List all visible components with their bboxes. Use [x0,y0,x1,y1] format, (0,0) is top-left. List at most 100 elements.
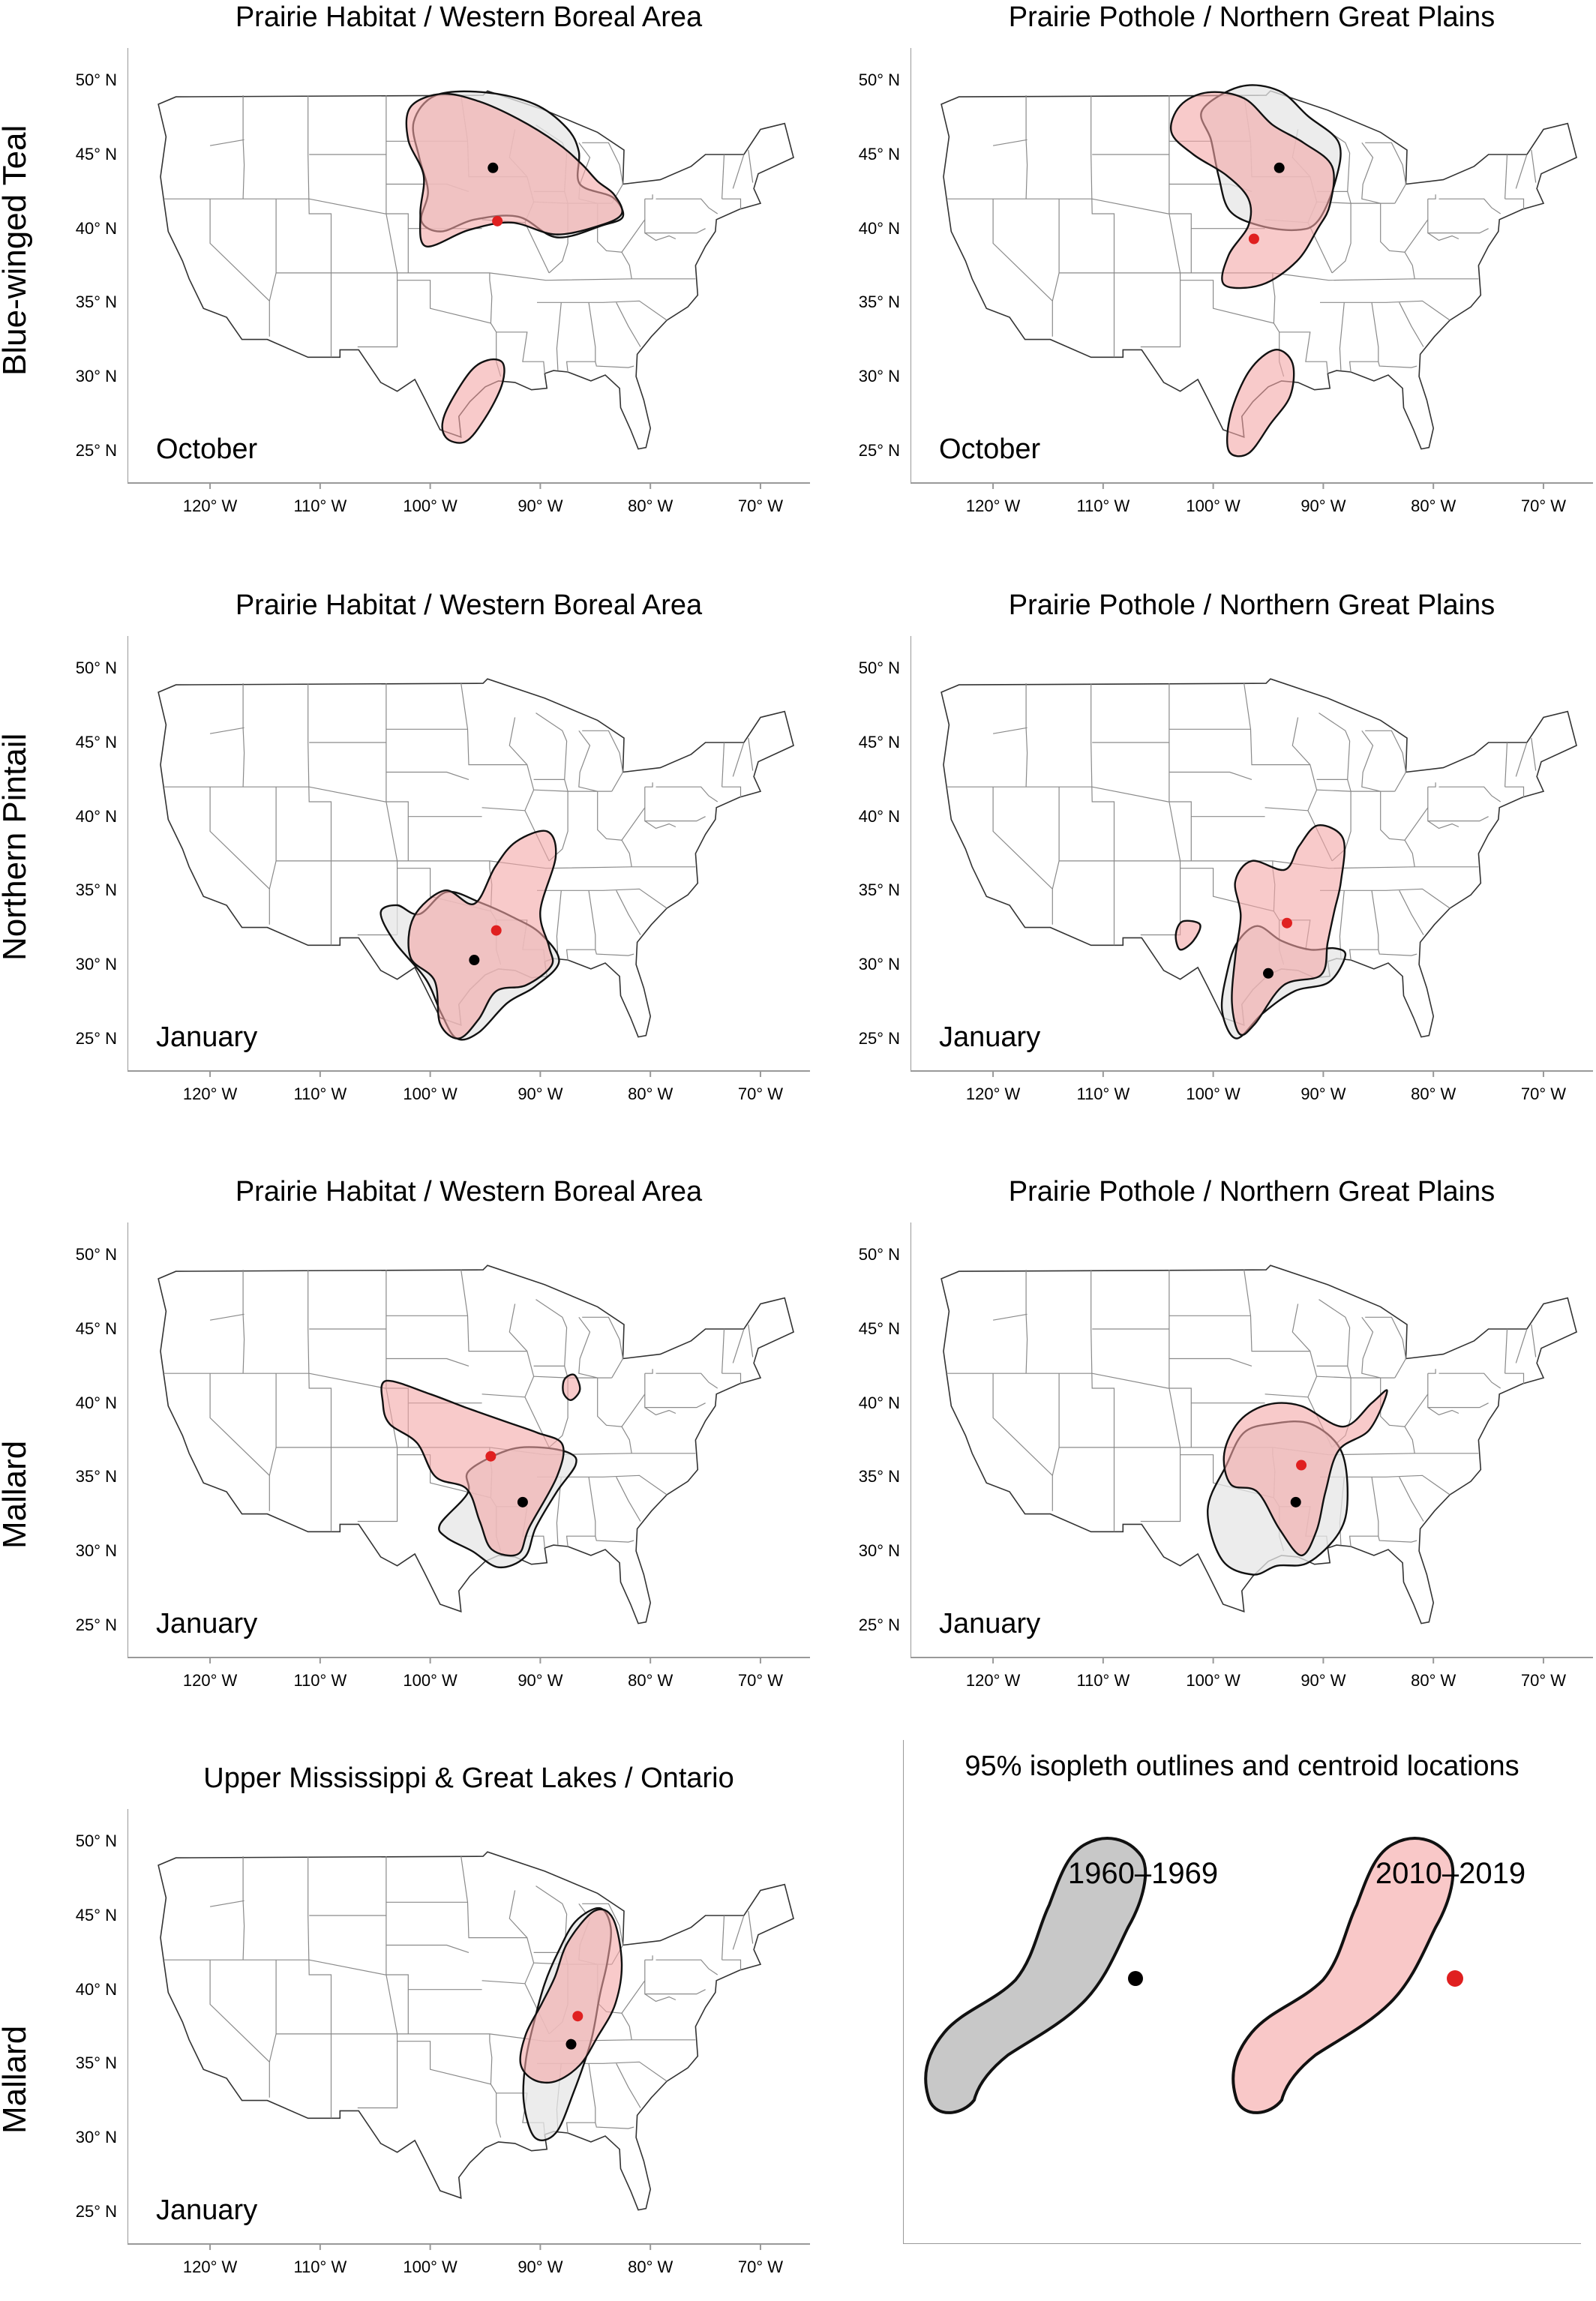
state-boundary [732,742,745,777]
state-boundary [992,199,1053,337]
state-boundary [656,786,718,802]
state-boundary [1399,890,1424,935]
x-tick-label: 100° W [1186,496,1240,515]
isopleth-2010 [519,1908,623,2084]
state-boundary [482,1890,535,1984]
state-boundary [1504,1328,1508,1374]
y-tick-label: 50° N [858,1245,900,1264]
y-tick-label: 25° N [858,440,900,460]
x-tick-label: 80° W [628,2258,674,2276]
state-boundary [595,362,634,368]
y-tick-label: 50° N [858,70,900,90]
state-boundary [1515,1328,1528,1364]
isopleth-2010 [407,830,557,1040]
state-boundary [496,332,545,374]
state-boundary [1515,154,1528,189]
state-boundary [616,302,641,347]
map-svg [128,1222,810,1664]
state-boundary [644,1955,653,1960]
state-boundary [582,730,624,792]
state-boundary [946,198,1265,230]
state-boundary [357,683,398,936]
x-tick-label: 90° W [1300,1671,1346,1690]
state-boundary [1316,712,1351,780]
y-tick-label: 45° N [858,733,900,752]
state-boundary [1504,742,1508,788]
state-boundary [1140,95,1181,348]
state-boundary [1378,362,1418,368]
state-boundary [242,1270,245,1374]
state-boundary [1264,1304,1318,1398]
state-boundary [656,198,718,214]
y-tick-label: 30° N [75,1540,117,1560]
state-boundary [644,1369,653,1374]
x-tick-label: 70° W [1520,496,1567,515]
state-boundary [209,727,244,734]
state-boundary [242,683,245,788]
state-boundary [1244,683,1310,766]
us-outline [158,1851,794,2211]
y-tick-label: 35° N [75,1467,117,1486]
y-tick-label: 35° N [75,2054,117,2073]
y-tick-label: 40° N [75,1979,117,1999]
state-boundary [1339,302,1345,371]
y-tick-label: 25° N [858,1028,900,1048]
map-panel-4: Prairie Pothole / Northern Great Plains 5… [859,588,1596,1128]
y-tick-label: 35° N [858,1467,900,1486]
state-boundary [209,1900,244,1907]
us-outline [158,90,794,450]
x-tick-label: 70° W [1520,1084,1567,1103]
state-boundary [209,1373,270,1511]
map-svg [910,636,1593,1077]
state-boundary [732,1915,745,1950]
state-boundary [1347,1366,1352,1378]
state-boundary [164,786,482,818]
state-boundary [489,272,493,323]
map-svg [910,48,1593,489]
state-boundary [1168,1358,1252,1366]
state-boundary [722,1915,725,1960]
centroid-1960 [517,1496,528,1508]
y-tick-label: 45° N [858,145,900,164]
legend-panel: 95% isopleth outlines and centroid locat… [902,1740,1581,2245]
isopleth-2010-extra [1174,920,1202,951]
x-tick-label: 110° W [293,1084,347,1103]
state-boundary [1427,194,1436,200]
state-boundary [656,1372,718,1389]
y-tick-label: 40° N [858,806,900,826]
state-boundary [357,1856,398,2109]
state-boundary [578,730,598,792]
state-boundary [1090,683,1115,946]
state-boundary [1427,1369,1436,1374]
state-boundary [1427,820,1460,830]
y-tick-label: 45° N [75,1906,117,1925]
y-tick-label: 30° N [858,366,900,386]
state-boundary [1404,251,1415,279]
state-boundary [1438,1372,1502,1389]
x-tick-label: 100° W [1186,1671,1240,1690]
state-boundary [621,2012,632,2040]
state-boundary [1025,95,1028,200]
panel-title: Prairie Pothole / Northern Great Plains [1008,2,1496,33]
y-tick-label: 40° N [75,218,117,238]
legend-svg [902,1740,1581,2245]
state-boundary [992,1373,1053,1511]
x-tick-label: 80° W [628,496,674,515]
legend-shape-2010 [1232,1837,1455,2114]
isopleth-2010 [405,92,623,248]
map-svg [128,1809,810,2250]
state-boundary [482,717,535,812]
state-boundary [1052,1373,1060,1476]
state-boundary [1361,730,1381,792]
state-boundary [386,771,470,780]
row-label-blue-winged-teal: Blue-winged Teal [0,124,33,376]
state-boundary [209,1960,270,2098]
x-tick-label: 90° W [518,496,563,515]
x-tick-label: 90° W [518,2258,563,2276]
legend-title: 95% isopleth outlines and centroid locat… [964,1750,1520,1782]
state-boundary [616,1477,641,1522]
panel-title: Prairie Habitat / Western Boreal Area [235,2,703,33]
y-tick-label: 25° N [75,1028,117,1048]
state-boundary [1365,142,1407,204]
centroid-1960 [469,955,480,966]
